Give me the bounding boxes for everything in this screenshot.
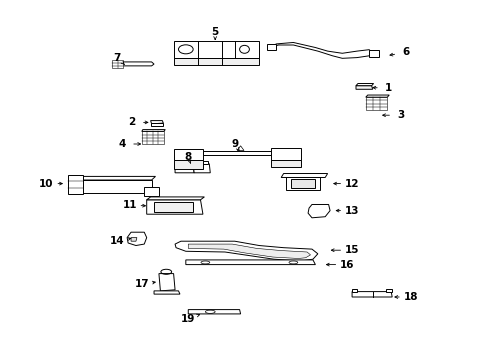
Polygon shape — [368, 50, 378, 57]
Polygon shape — [193, 164, 210, 173]
Text: 2: 2 — [128, 117, 135, 127]
Polygon shape — [355, 84, 373, 86]
Polygon shape — [68, 175, 83, 194]
Polygon shape — [142, 131, 163, 144]
Polygon shape — [175, 164, 194, 173]
Polygon shape — [237, 146, 244, 150]
Polygon shape — [185, 260, 315, 265]
Polygon shape — [175, 241, 317, 261]
Polygon shape — [117, 62, 154, 66]
Text: 1: 1 — [385, 83, 391, 93]
Text: 7: 7 — [113, 53, 121, 63]
Polygon shape — [176, 161, 208, 164]
Polygon shape — [154, 202, 193, 212]
Text: 13: 13 — [344, 206, 359, 216]
Polygon shape — [307, 204, 329, 218]
Polygon shape — [351, 292, 391, 297]
Polygon shape — [281, 174, 327, 177]
Polygon shape — [188, 244, 310, 258]
Text: 17: 17 — [134, 279, 149, 289]
Text: 3: 3 — [397, 110, 404, 120]
Polygon shape — [142, 130, 165, 131]
Polygon shape — [173, 58, 259, 65]
Polygon shape — [386, 289, 391, 292]
Polygon shape — [365, 97, 386, 110]
Polygon shape — [112, 60, 123, 68]
Text: 9: 9 — [231, 139, 238, 149]
Polygon shape — [73, 176, 155, 180]
Text: 12: 12 — [344, 179, 359, 189]
Text: 19: 19 — [181, 314, 195, 324]
Text: 14: 14 — [110, 236, 124, 246]
Polygon shape — [154, 291, 180, 294]
Polygon shape — [150, 121, 163, 124]
Polygon shape — [173, 41, 259, 58]
Polygon shape — [271, 42, 371, 58]
Polygon shape — [150, 123, 163, 126]
Polygon shape — [73, 180, 151, 193]
Polygon shape — [188, 310, 240, 314]
Polygon shape — [355, 86, 372, 89]
Polygon shape — [365, 95, 388, 97]
Polygon shape — [290, 179, 315, 188]
Text: 15: 15 — [344, 245, 359, 255]
Polygon shape — [144, 187, 159, 196]
Text: 16: 16 — [339, 260, 354, 270]
Text: 4: 4 — [118, 139, 126, 149]
Polygon shape — [173, 149, 203, 160]
Text: 18: 18 — [403, 292, 417, 302]
Polygon shape — [159, 274, 175, 291]
Text: 11: 11 — [122, 200, 137, 210]
Polygon shape — [271, 148, 300, 160]
Text: 10: 10 — [39, 179, 54, 189]
Text: 6: 6 — [402, 47, 408, 57]
Polygon shape — [271, 160, 300, 167]
Polygon shape — [127, 232, 146, 246]
Polygon shape — [146, 197, 204, 200]
Polygon shape — [267, 44, 276, 50]
Polygon shape — [131, 238, 137, 241]
Polygon shape — [203, 151, 273, 155]
Polygon shape — [285, 177, 320, 190]
Text: 5: 5 — [211, 27, 218, 37]
Text: 8: 8 — [184, 152, 191, 162]
Polygon shape — [146, 200, 203, 214]
Polygon shape — [351, 289, 356, 292]
Polygon shape — [173, 160, 203, 169]
